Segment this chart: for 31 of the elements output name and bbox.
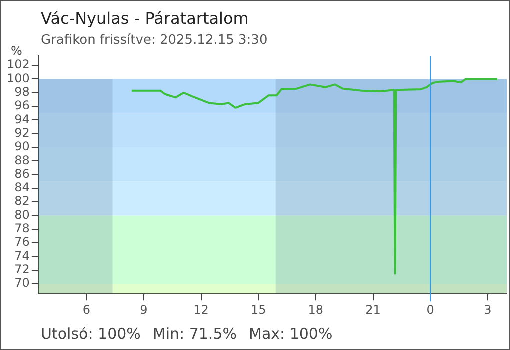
y-tick-label: 78	[14, 222, 30, 236]
y-tick-label: 102	[7, 58, 30, 72]
y-tick-label: 88	[14, 153, 30, 168]
text: Utolsó: 100%	[41, 325, 141, 343]
y-tick-label: 76	[14, 235, 30, 250]
y-tick-label: 98	[14, 84, 30, 99]
y-tick-label: 96	[14, 98, 30, 113]
chart-title: Vác-Nyulas - Páratartalom	[41, 9, 249, 28]
y-tick-label: 72	[14, 262, 30, 277]
y-tick-label: 100	[7, 71, 30, 86]
y-tick-label: 82	[14, 194, 30, 208]
y-tick-label: 86	[14, 166, 30, 181]
y-tick-label: 94	[14, 112, 30, 126]
chart-subtitle: Grafikon frissítve: 2025.12.15 3:30	[41, 33, 268, 48]
x-tick-label: 21	[366, 302, 381, 317]
y-tick-label: 92	[14, 126, 30, 140]
x-tick-label: 18	[308, 302, 324, 317]
x-tick-label: 6	[82, 302, 90, 317]
y-tick-label: 90	[14, 140, 30, 154]
text: Min: 71.5%	[152, 325, 237, 343]
x-tick-label: 12	[194, 302, 209, 317]
y-tick-label: 70	[14, 276, 30, 290]
y-axis-title: %	[11, 44, 22, 58]
x-tick-label: 0	[426, 302, 434, 317]
y-tick-label: 74	[14, 248, 30, 263]
x-tick-label: 3	[484, 302, 492, 317]
text: Max: 100%	[249, 325, 333, 343]
y-tick-label: 80	[14, 208, 30, 222]
x-tick-label: 15	[250, 302, 266, 317]
y-tick-label: 84	[14, 180, 30, 195]
x-tick-label: 9	[140, 302, 148, 317]
